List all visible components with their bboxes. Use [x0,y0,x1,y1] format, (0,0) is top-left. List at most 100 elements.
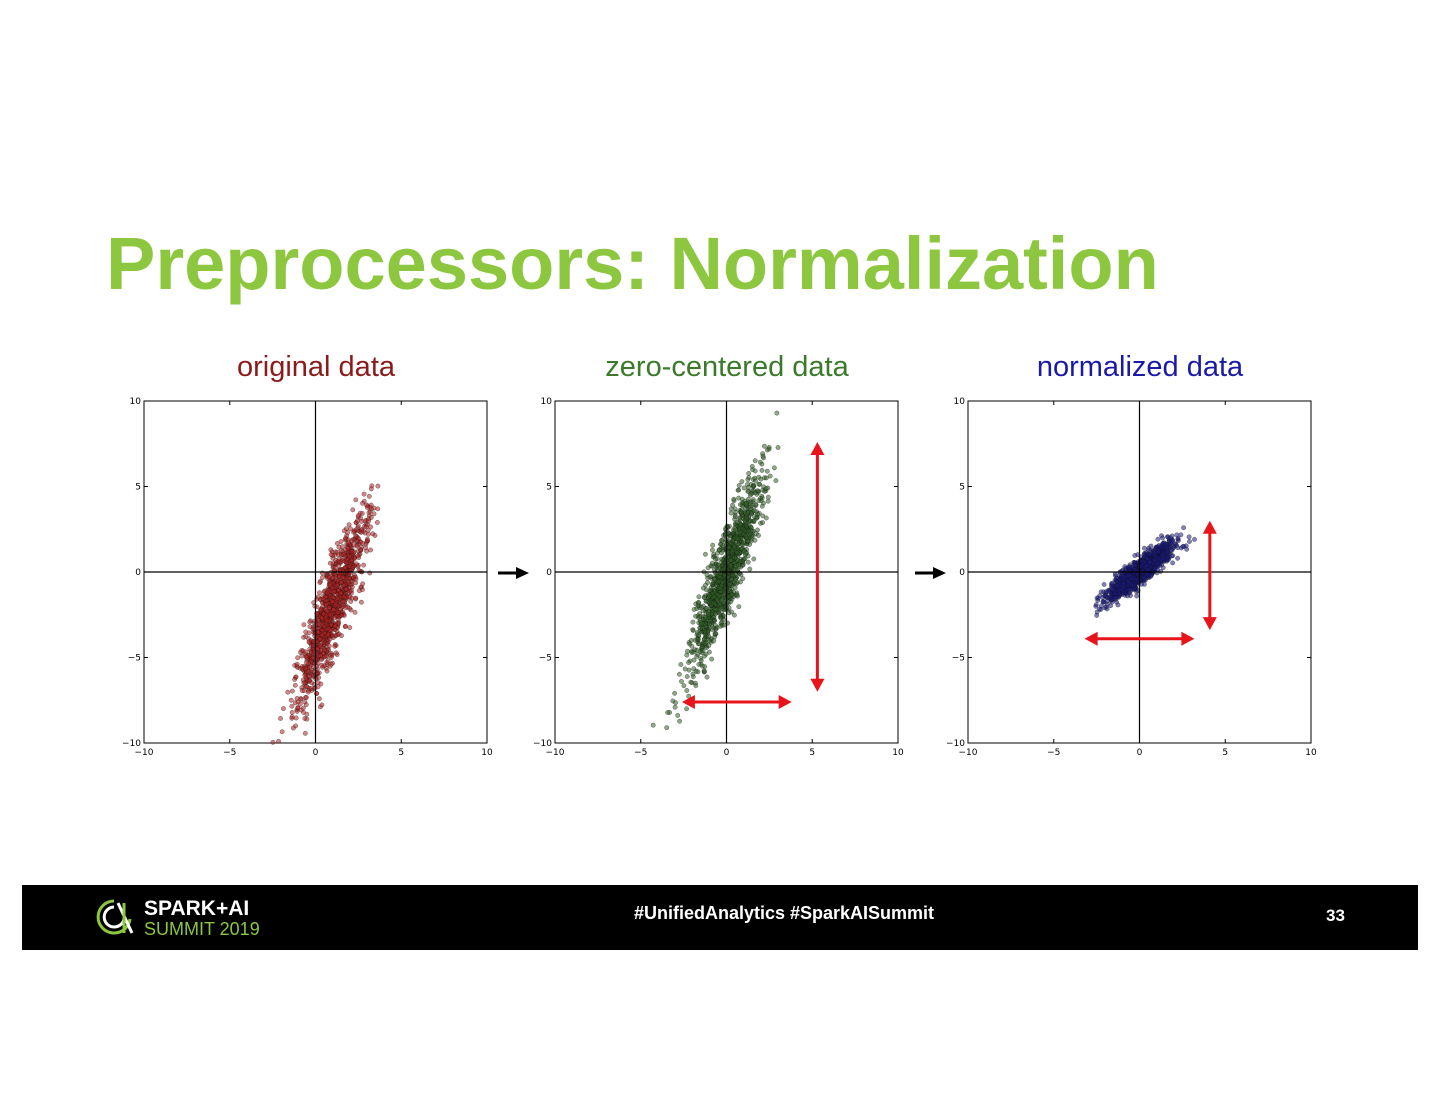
scatter-point [333,650,339,656]
scatter-point [690,628,696,633]
scatter-point [334,595,340,601]
x-tick-label: −10 [546,748,565,758]
footer-bar: SPARK+AI SUMMIT 2019 #UnifiedAnalytics #… [22,885,1418,950]
scatter-point [303,629,309,635]
scatter-point [331,606,337,612]
scatter-point [338,606,344,612]
scatter-point [295,704,301,710]
scatter-point [717,586,723,591]
scatter-point [741,485,747,491]
scatter-point [756,532,761,538]
scatter-point [740,526,746,532]
scatter-point [696,641,702,647]
scatter-point [676,671,682,677]
scatter-point [353,576,359,582]
scatter-point [716,547,722,553]
scatter-point [710,627,716,633]
scatter-point [365,531,371,537]
x-tick-label: −5 [1047,748,1060,758]
scatter-points [650,410,781,731]
scatter-point [1140,575,1146,580]
scatter-point [368,524,374,530]
scatter-point [324,617,330,623]
scatter-point [1093,602,1099,608]
scatter-point [300,705,306,711]
scatter-point [1103,594,1109,599]
logo-text-top: SPARK+AI [144,897,250,920]
scatter-point [304,654,310,660]
scatter-point [293,715,299,721]
scatter-point [773,478,779,484]
scatter-point [302,699,308,705]
scatter-point [360,500,365,506]
scatter-point [679,678,684,684]
scatter-point [289,709,295,715]
scatter-point [1141,545,1147,551]
scatter-point [328,652,334,658]
scatter-point [721,592,726,598]
scatter-point [707,593,713,599]
scatter-point [375,506,381,512]
scatter-point [731,544,737,550]
scatter-point [703,605,709,611]
scatter-point [712,617,718,623]
scatter-point [765,498,771,504]
scatter-point [343,586,349,592]
x-tick-label: −5 [634,748,647,758]
scatter-point [739,536,745,541]
scatter-point [701,636,707,642]
scatter-point [720,580,725,586]
scatter-point [333,623,338,629]
scatter-point [341,594,347,600]
scatter-point [360,581,366,587]
scatter-point [327,582,333,588]
scatter-point [729,592,735,598]
page-number: 33 [1326,906,1345,925]
scatter-point [294,661,300,667]
scatter-point [691,666,697,672]
scatter-point [372,533,378,538]
zero-centered-data-scatter: −10−10 −5 −5 0 0 5 5 10 10 [533,397,904,758]
scatter-point [306,664,312,670]
scatter-point [688,679,694,685]
scatter-point [315,680,321,685]
scatter-point [673,700,679,706]
scatter-point [728,540,734,546]
scatter-point [355,553,361,559]
scatter-point [354,538,360,544]
scatter-point [723,585,729,591]
scatter-point [745,477,751,483]
scatter-point [713,601,718,607]
scatter-point [710,591,716,596]
scatter-point [1129,576,1135,582]
scatter-point [317,590,322,596]
scatter-point [336,562,342,568]
scatter-point [746,471,752,476]
scatter-point [718,598,724,604]
scatter-point [709,656,715,662]
scatter-point [1127,586,1132,592]
scatter-point [705,611,711,617]
scatter-point [297,701,303,707]
scatter-point [727,582,733,588]
scatter-point [715,562,721,568]
scatter-point [1094,612,1100,618]
y-tick-label: 10 [130,397,142,407]
scatter-point [1121,584,1127,590]
scatter-point [319,615,325,621]
scatter-point [341,552,346,558]
scatter-point [326,643,332,649]
scatter-point [693,683,699,688]
scatter-point [737,522,743,528]
scatter-point [745,489,751,494]
scatter-point [316,696,322,702]
scatter-point [1121,590,1127,596]
scatter-point [359,587,365,593]
scatter-point [299,653,305,659]
scatter-point [318,647,324,653]
scatter-point [716,593,722,599]
scatter-point [1114,578,1120,584]
scatter-point [328,661,334,667]
scatter-point [718,615,724,621]
x-tick-label: −10 [959,748,978,758]
